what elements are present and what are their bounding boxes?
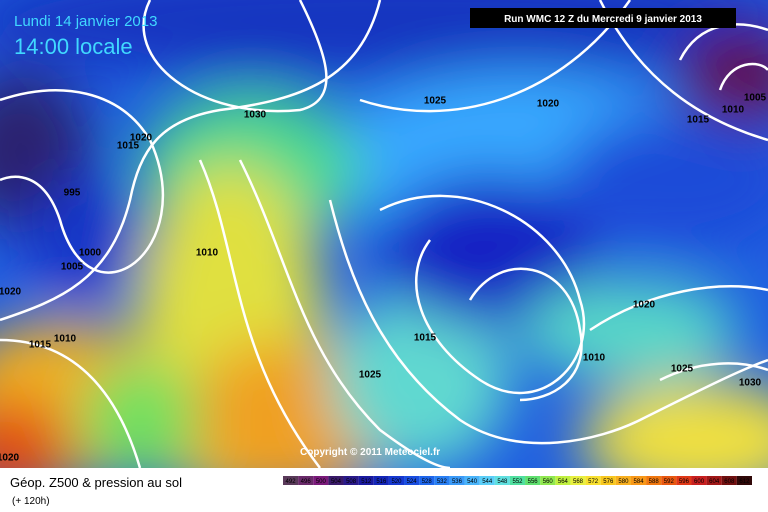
scale-label: 520 bbox=[391, 479, 402, 485]
scale-label: 540 bbox=[467, 479, 478, 485]
isobar-label: 995 bbox=[64, 188, 81, 199]
scale-swatch bbox=[419, 476, 435, 485]
scale-label: 508 bbox=[346, 479, 357, 485]
scale-label: 544 bbox=[482, 479, 493, 485]
scale-label: 568 bbox=[573, 479, 584, 485]
copyright: Copyright © 2011 Meteociel.fr bbox=[300, 447, 440, 458]
scale-label: 592 bbox=[664, 479, 675, 485]
scale-swatch bbox=[615, 476, 631, 485]
scale-label: 500 bbox=[316, 479, 327, 485]
scale-label: 496 bbox=[301, 479, 312, 485]
isobar-label: 1020 bbox=[633, 300, 656, 311]
isobar-label: 1005 bbox=[61, 262, 84, 273]
isobar-label: 1020 bbox=[0, 453, 20, 464]
scale-label: 512 bbox=[361, 479, 372, 485]
isobar-label: 1020 bbox=[130, 133, 153, 144]
scale-label: 608 bbox=[724, 479, 735, 485]
isobar-label: 1015 bbox=[29, 340, 52, 351]
isobar-label: 1020 bbox=[537, 99, 560, 110]
scale-swatch bbox=[525, 476, 541, 485]
scale-label: 556 bbox=[528, 479, 539, 485]
color-scale: 492 496 500 504 508 512 516 520 524 528 532 536 540 5… bbox=[283, 476, 752, 485]
scale-swatch bbox=[434, 476, 450, 485]
scale-swatch bbox=[736, 476, 752, 485]
scale-label: 588 bbox=[649, 479, 660, 485]
scale-label: 572 bbox=[588, 479, 599, 485]
run-info: Run WMC 12 Z du Mercredi 9 janvier 2013 bbox=[504, 14, 702, 25]
scale-swatch bbox=[509, 476, 526, 485]
scale-swatch bbox=[570, 476, 586, 485]
scale-label: 516 bbox=[376, 479, 387, 485]
scale-label: 536 bbox=[452, 479, 463, 485]
scale-label: 576 bbox=[603, 479, 614, 485]
isobar-label: 1010 bbox=[54, 334, 77, 345]
scale-swatch bbox=[479, 476, 495, 485]
footer-subtitle: (+ 120h) bbox=[12, 496, 50, 507]
scale-label: 612 bbox=[739, 479, 750, 485]
scale-swatch bbox=[676, 476, 692, 485]
isobar-label: 1010 bbox=[722, 105, 745, 116]
scale-swatch bbox=[313, 476, 329, 485]
isobar-label: 1030 bbox=[244, 110, 267, 121]
scale-swatch bbox=[494, 476, 510, 485]
isobar-label: 1030 bbox=[739, 378, 762, 389]
scale-swatch bbox=[464, 476, 480, 485]
scale-label: 524 bbox=[407, 479, 418, 485]
isobar-label: 1025 bbox=[424, 96, 447, 107]
scale-swatch bbox=[298, 476, 314, 485]
isobar-label: 1025 bbox=[359, 370, 382, 381]
scale-label: 528 bbox=[422, 479, 433, 485]
scale-swatch bbox=[373, 476, 389, 485]
scale-label: 596 bbox=[679, 479, 690, 485]
run-box bbox=[470, 8, 736, 28]
scale-swatch bbox=[328, 476, 344, 485]
isobar-label: 1025 bbox=[671, 364, 694, 375]
isobar-label: 1005 bbox=[744, 93, 767, 104]
isobar-label: 1015 bbox=[117, 141, 140, 152]
scale-swatch bbox=[661, 476, 677, 485]
scale-label: 560 bbox=[543, 479, 554, 485]
scale-label: 552 bbox=[512, 479, 523, 485]
scale-swatch bbox=[358, 476, 374, 485]
scale-label: 492 bbox=[286, 479, 297, 485]
scale-swatch bbox=[706, 476, 722, 485]
scale-label: 548 bbox=[497, 479, 508, 485]
scale-label: 600 bbox=[694, 479, 705, 485]
isobar-label: 1010 bbox=[196, 248, 219, 259]
scale-label: 584 bbox=[634, 479, 645, 485]
scale-swatch bbox=[585, 476, 601, 485]
isobar-label: 1020 bbox=[0, 287, 22, 298]
scale-swatch bbox=[555, 476, 571, 485]
footer bbox=[0, 468, 768, 512]
scale-swatch bbox=[646, 476, 662, 485]
isobar-label: 1015 bbox=[414, 333, 437, 344]
scale-swatch bbox=[449, 476, 465, 485]
isobar-label: 1015 bbox=[687, 115, 710, 126]
scale-swatch bbox=[540, 476, 556, 485]
scale-swatch bbox=[630, 476, 647, 485]
scale-swatch bbox=[388, 476, 405, 485]
scale-swatch bbox=[691, 476, 707, 485]
scale-swatch bbox=[283, 476, 299, 485]
forecast-date: Lundi 14 janvier 2013 bbox=[14, 13, 157, 30]
scale-label: 532 bbox=[437, 479, 448, 485]
isobar-label: 1000 bbox=[79, 248, 102, 259]
scale-label: 604 bbox=[709, 479, 720, 485]
forecast-time: 14:00 locale bbox=[14, 34, 133, 59]
scale-label: 564 bbox=[558, 479, 569, 485]
scale-label: 504 bbox=[331, 479, 342, 485]
footer-title: Géop. Z500 & pression au sol bbox=[10, 475, 182, 490]
scale-label: 580 bbox=[618, 479, 629, 485]
scale-swatch bbox=[343, 476, 359, 485]
scale-swatch bbox=[721, 476, 737, 485]
scale-swatch bbox=[404, 476, 420, 485]
isobar-label: 1010 bbox=[583, 353, 606, 364]
isobars bbox=[0, 0, 768, 468]
scale-swatch bbox=[600, 476, 616, 485]
